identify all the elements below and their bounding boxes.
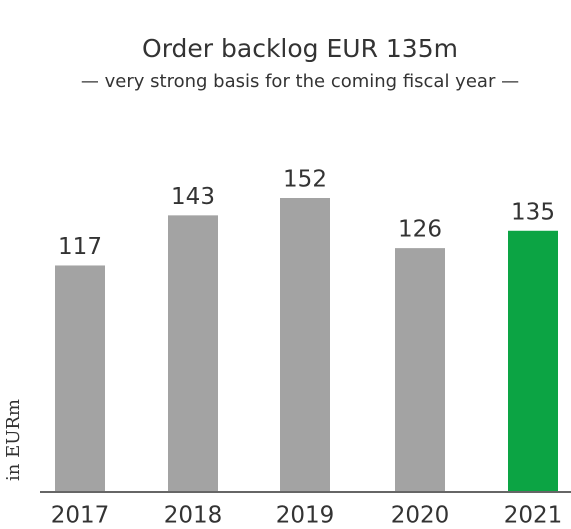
x-tick-label: 2019 [276, 503, 335, 529]
bar [55, 265, 105, 491]
bar [395, 248, 445, 491]
x-tick-label: 2018 [164, 503, 223, 529]
x-tick-label: 2017 [51, 503, 110, 529]
chart-subtitle: — very strong basis for the coming fisca… [81, 71, 519, 92]
value-label: 117 [58, 234, 102, 260]
value-label: 152 [283, 167, 327, 193]
chart-title: Order backlog EUR 135m [142, 34, 458, 63]
bar [280, 198, 330, 491]
y-axis-label: in EURm [3, 399, 24, 481]
x-tick-label: 2021 [504, 503, 563, 529]
bar [508, 230, 558, 492]
value-label: 135 [511, 199, 555, 225]
bar [168, 215, 218, 491]
x-tick-label: 2020 [391, 503, 450, 529]
value-label: 126 [398, 217, 442, 243]
value-label: 143 [171, 184, 215, 210]
